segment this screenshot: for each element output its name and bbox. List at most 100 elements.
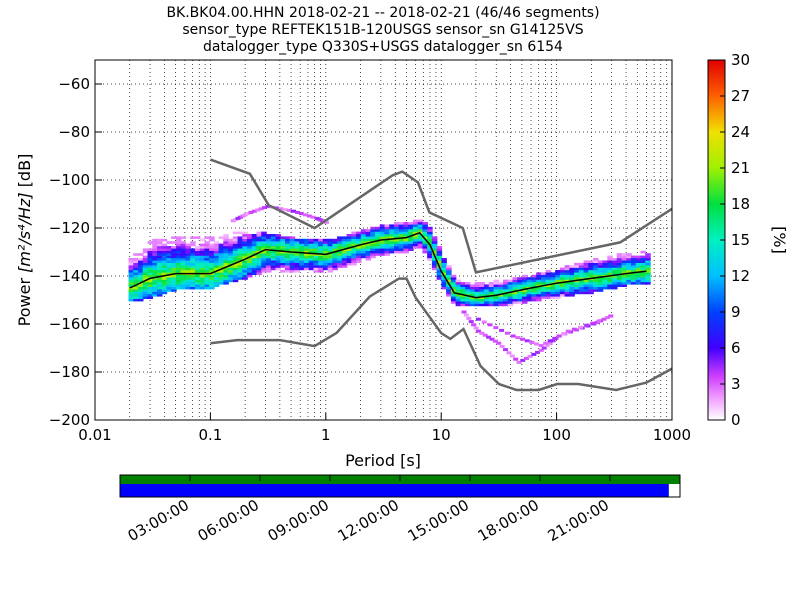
psd-density-cell xyxy=(393,248,400,251)
psd-density-cell xyxy=(313,241,319,244)
psd-density-cell xyxy=(498,289,504,292)
psd-density-cell xyxy=(626,282,632,285)
psd-density-cell xyxy=(247,274,253,278)
time-tick-label: 15:00:00 xyxy=(405,496,472,545)
psd-density-cell xyxy=(166,267,172,271)
psd-density-cell xyxy=(308,248,315,251)
psd-density-cell xyxy=(498,286,504,290)
psd-density-cell xyxy=(502,279,509,283)
psd-density-cell xyxy=(284,270,291,273)
psd-density-cell xyxy=(346,250,353,254)
psd-density-cell xyxy=(265,270,272,273)
psd-density-cell xyxy=(223,250,229,254)
psd-density-cell xyxy=(351,253,357,256)
psd-density-cell xyxy=(303,258,310,261)
psd-density-cell xyxy=(289,258,296,261)
psd-density-cell xyxy=(156,238,163,242)
psd-outlier-cell xyxy=(520,358,526,362)
psd-density-cell xyxy=(550,284,556,287)
psd-density-cell xyxy=(156,248,163,251)
psd-density-cell xyxy=(313,270,319,273)
psd-density-cell xyxy=(531,274,537,278)
psd-density-cell xyxy=(417,222,424,225)
psd-density-cell xyxy=(583,284,590,287)
psd-density-cell xyxy=(199,274,206,278)
psd-density-cell xyxy=(351,236,357,239)
psd-density-cell xyxy=(488,284,495,287)
psd-density-cell xyxy=(204,258,210,261)
psd-density-cell xyxy=(469,284,476,287)
psd-density-cell xyxy=(621,279,627,283)
psd-density-cell xyxy=(559,286,566,290)
psd-density-cell xyxy=(616,277,623,280)
psd-density-cell xyxy=(280,260,286,263)
psd-density-cell xyxy=(526,296,533,299)
psd-density-cell xyxy=(152,286,158,290)
psd-outlier-cell xyxy=(527,354,533,358)
psd-density-cell xyxy=(223,272,229,275)
psd-density-cell xyxy=(261,258,267,261)
psd-density-cell xyxy=(427,248,433,251)
psd-density-cell xyxy=(218,277,225,280)
psd-density-cell xyxy=(507,303,514,307)
psd-density-cell xyxy=(403,238,409,242)
psd-density-cell xyxy=(308,241,315,244)
psd-density-cell xyxy=(228,255,234,259)
psd-density-cell xyxy=(303,255,310,259)
psd-density-cell xyxy=(455,303,462,307)
psd-density-cell xyxy=(465,289,471,292)
psd-density-cell xyxy=(370,234,376,237)
psd-density-cell xyxy=(138,279,144,283)
psd-outlier-cell xyxy=(608,314,614,318)
psd-density-cell xyxy=(171,284,177,287)
psd-density-cell xyxy=(379,234,386,237)
psd-density-cell xyxy=(175,279,182,283)
psd-density-cell xyxy=(152,255,158,259)
psd-density-cell xyxy=(327,250,334,254)
colorbar-tick-label: 24 xyxy=(731,123,750,141)
psd-density-cell xyxy=(616,267,623,271)
psd-density-cell xyxy=(337,246,343,249)
psd-density-cell xyxy=(185,243,191,247)
psd-density-cell xyxy=(147,272,153,275)
psd-density-cell xyxy=(578,279,585,283)
psd-density-cell xyxy=(398,241,405,244)
psd-density-cell xyxy=(379,226,386,230)
psd-density-cell xyxy=(360,229,367,232)
psd-density-cell xyxy=(318,267,324,271)
psd-density-cell xyxy=(626,253,632,256)
psd-density-cell xyxy=(161,284,168,287)
psd-density-cell xyxy=(469,291,476,295)
psd-density-cell xyxy=(261,238,267,242)
psd-density-cell xyxy=(156,284,163,287)
psd-density-cell xyxy=(185,265,191,268)
psd-density-cell xyxy=(152,272,158,275)
psd-density-cell xyxy=(379,253,386,256)
psd-density-cell xyxy=(474,284,481,287)
psd-density-cell xyxy=(488,289,495,292)
psd-density-cell xyxy=(204,236,210,239)
psd-outlier-cell xyxy=(262,206,268,210)
psd-density-cell xyxy=(294,246,300,249)
psd-density-cell xyxy=(232,253,239,256)
psd-density-cell xyxy=(284,258,291,261)
psd-density-cell xyxy=(578,265,585,268)
psd-density-cell xyxy=(507,296,514,299)
psd-density-cell xyxy=(242,241,248,244)
psd-density-cell xyxy=(593,262,599,266)
psd-density-cell xyxy=(204,284,210,287)
psd-density-cell xyxy=(427,234,433,237)
psd-density-cell xyxy=(142,274,149,278)
psd-density-cell xyxy=(152,289,158,292)
psd-density-cell xyxy=(213,241,220,244)
psd-density-cell xyxy=(223,274,229,278)
psd-density-cell xyxy=(180,248,187,251)
psd-density-cell xyxy=(299,246,305,249)
psd-density-cell xyxy=(251,234,258,237)
psd-density-cell xyxy=(612,270,618,273)
psd-density-cell xyxy=(422,224,428,227)
psd-density-cell xyxy=(574,272,580,275)
psd-density-cell xyxy=(209,236,215,239)
psd-density-cell xyxy=(540,289,547,292)
psd-density-cell xyxy=(583,282,590,285)
